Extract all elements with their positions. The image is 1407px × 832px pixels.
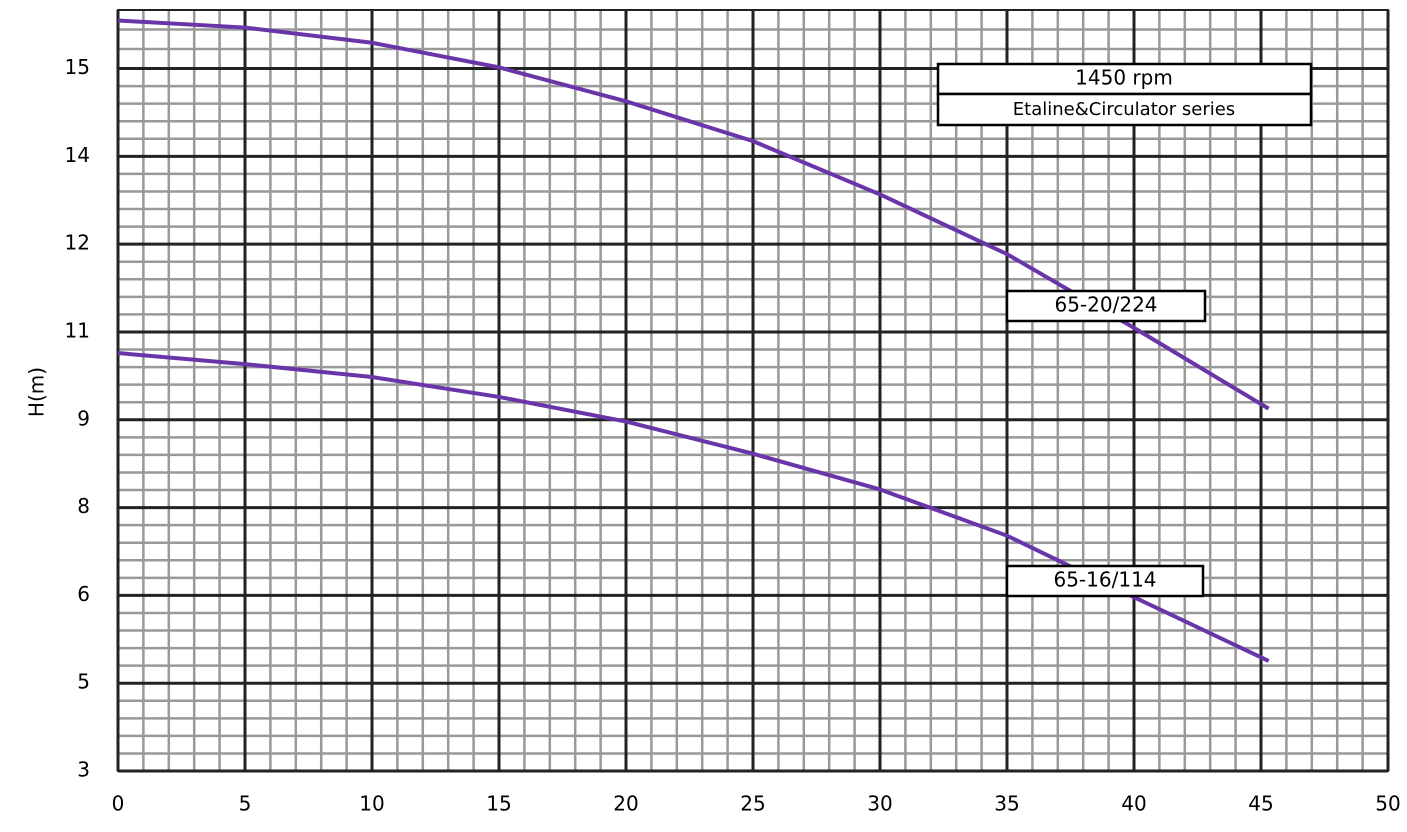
y-tick-label: 6 [77,582,90,606]
x-tick-label: 30 [867,792,892,816]
y-tick-label: 8 [77,494,90,518]
x-tick-label: 25 [740,792,765,816]
y-tick-label: 15 [65,55,90,79]
x-tick-label: 5 [239,792,252,816]
x-tick-label: 45 [1248,792,1273,816]
y-tick-label: 14 [65,143,90,167]
y-tick-label: 9 [77,406,90,430]
y-tick-label: 12 [65,231,90,255]
series-label-box [1005,289,1207,323]
annotation: 1450 rpm [1075,66,1173,90]
x-tick-label: 0 [112,792,125,816]
series-label-box [1005,564,1205,598]
y-axis-title: H(m) [25,367,49,417]
x-tick-label: 10 [359,792,384,816]
x-tick-label: 15 [486,792,511,816]
x-tick-label: 40 [1121,792,1146,816]
y-tick-label: 11 [65,318,90,342]
y-tick-label: 3 [77,758,90,782]
x-tick-label: 20 [613,792,638,816]
y-tick-label: 5 [77,670,90,694]
annotation-box [936,92,1313,127]
annotation: Etaline&Circulator series [1013,99,1235,120]
annotation-box [936,62,1313,96]
x-tick-label: 50 [1375,792,1400,816]
x-tick-label: 35 [994,792,1019,816]
series-label: 65-16/114 [1053,568,1156,592]
plot-frame [117,9,1389,772]
series-label: 65-20/224 [1054,293,1157,317]
